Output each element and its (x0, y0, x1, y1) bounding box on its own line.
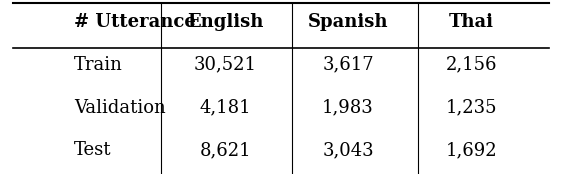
Text: Validation: Validation (74, 98, 166, 117)
Text: Thai: Thai (448, 13, 493, 31)
Text: 1,692: 1,692 (445, 141, 497, 159)
Text: 1,235: 1,235 (446, 98, 497, 117)
Text: Test: Test (74, 141, 112, 159)
Text: 3,617: 3,617 (322, 56, 374, 74)
Text: Train: Train (74, 56, 123, 74)
Text: English: English (187, 13, 263, 31)
Text: 1,983: 1,983 (322, 98, 374, 117)
Text: 8,621: 8,621 (200, 141, 251, 159)
Text: 4,181: 4,181 (200, 98, 251, 117)
Text: 30,521: 30,521 (193, 56, 257, 74)
Text: 3,043: 3,043 (322, 141, 374, 159)
Text: Spanish: Spanish (308, 13, 388, 31)
Text: 2,156: 2,156 (446, 56, 497, 74)
Text: # Utterance: # Utterance (74, 13, 196, 31)
